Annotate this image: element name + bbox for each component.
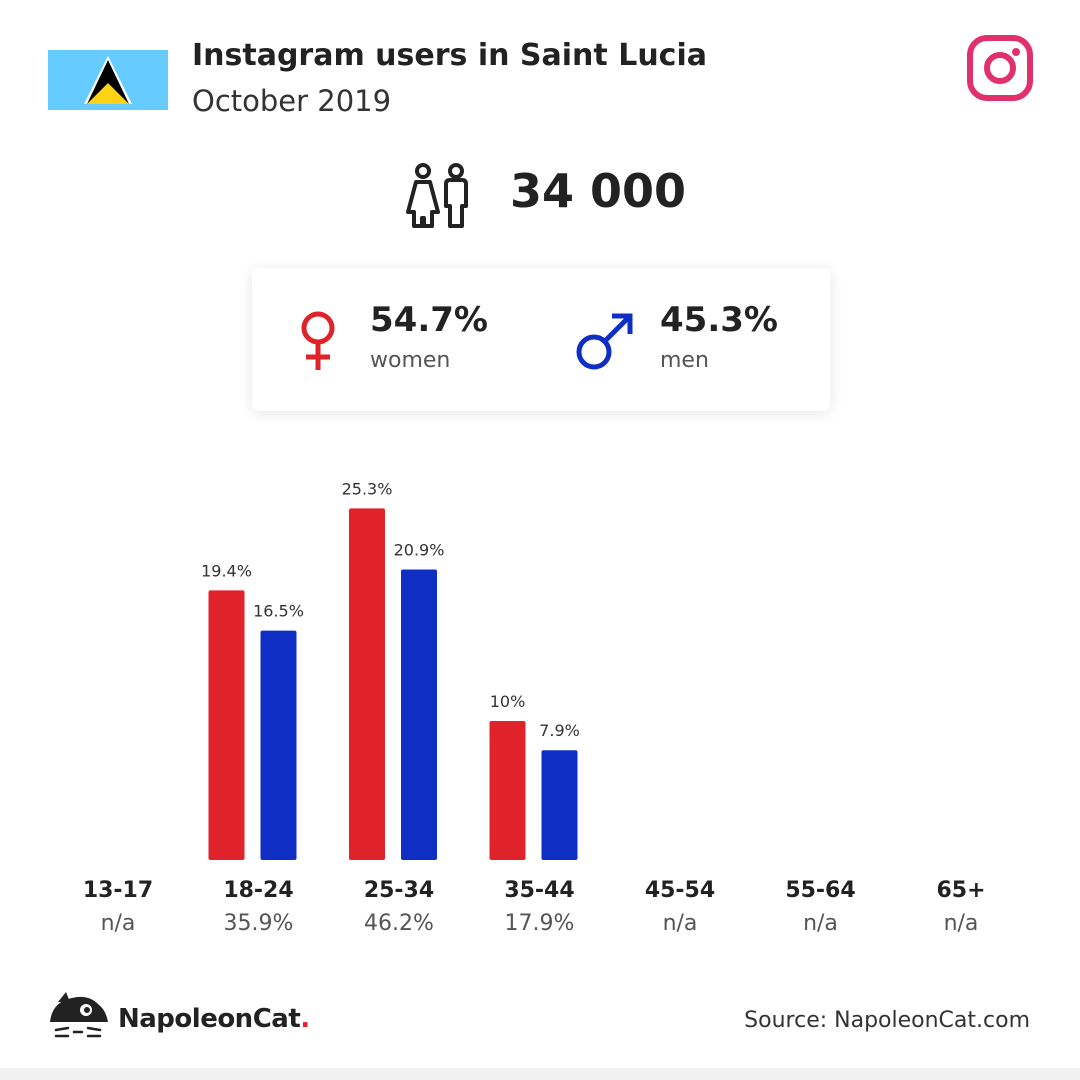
page-title: Instagram users in Saint Lucia xyxy=(192,38,707,73)
category-label-25-34: 25-34 xyxy=(363,878,435,903)
napoleoncat-logo-icon xyxy=(50,992,108,1038)
instagram-icon xyxy=(967,35,1033,101)
bottom-strip xyxy=(0,1068,1080,1080)
men-percentage: 45.3% xyxy=(660,300,778,340)
bar-label-men-25-34: 20.9% xyxy=(394,540,445,559)
brand-dot: . xyxy=(300,1004,310,1034)
bar-label-men-35-44: 7.9% xyxy=(539,721,580,740)
category-label-18-24: 18-24 xyxy=(223,878,294,903)
category-total-65+: n/a xyxy=(943,911,979,936)
total-users-value: 34 000 xyxy=(510,164,687,218)
category-total-18-24: 35.9% xyxy=(223,911,294,936)
bar-men-25-34 xyxy=(401,569,437,860)
bar-women-25-34 xyxy=(349,508,385,860)
category-total-25-34: 46.2% xyxy=(364,911,434,936)
bar-label-women-25-34: 25.3% xyxy=(342,479,393,498)
category-total-13-17: n/a xyxy=(100,911,136,936)
brand-name: NapoleonCat. xyxy=(118,1004,310,1034)
bar-label-women-18-24: 19.4% xyxy=(201,561,252,580)
category-total-55-64: n/a xyxy=(803,911,838,936)
men-label: men xyxy=(660,348,709,373)
gender-split-card: 54.7% women 45.3% men xyxy=(252,268,830,411)
bar-women-18-24 xyxy=(208,590,245,860)
male-symbol-icon xyxy=(576,313,633,370)
women-percentage: 54.7% xyxy=(370,300,488,340)
category-label-35-44: 35-44 xyxy=(504,878,575,903)
women-label: women xyxy=(370,348,451,373)
bar-women-35-44 xyxy=(489,721,526,860)
category-label-55-64: 55-64 xyxy=(785,878,856,903)
bar-men-35-44 xyxy=(541,750,578,860)
category-label-45-54: 45-54 xyxy=(644,878,716,903)
category-label-13-17: 13-17 xyxy=(82,878,154,903)
category-label-65+: 65+ xyxy=(936,878,986,903)
source-note: Source: NapoleonCat.com xyxy=(744,1008,1030,1033)
users-icon xyxy=(406,163,468,228)
female-symbol-icon xyxy=(301,311,335,370)
category-total-45-54: n/a xyxy=(662,911,698,936)
bar-label-women-35-44: 10% xyxy=(490,692,526,711)
category-total-35-44: 17.9% xyxy=(504,911,575,936)
bar-label-men-18-24: 16.5% xyxy=(253,602,304,621)
flag-saint-lucia-icon xyxy=(48,50,168,110)
bar-men-18-24 xyxy=(260,630,297,860)
age-gender-bar-chart: 19.4% 16.5% 25.3% 20.9% 10% 7.9% xyxy=(201,479,580,860)
page-subtitle: October 2019 xyxy=(192,84,392,118)
